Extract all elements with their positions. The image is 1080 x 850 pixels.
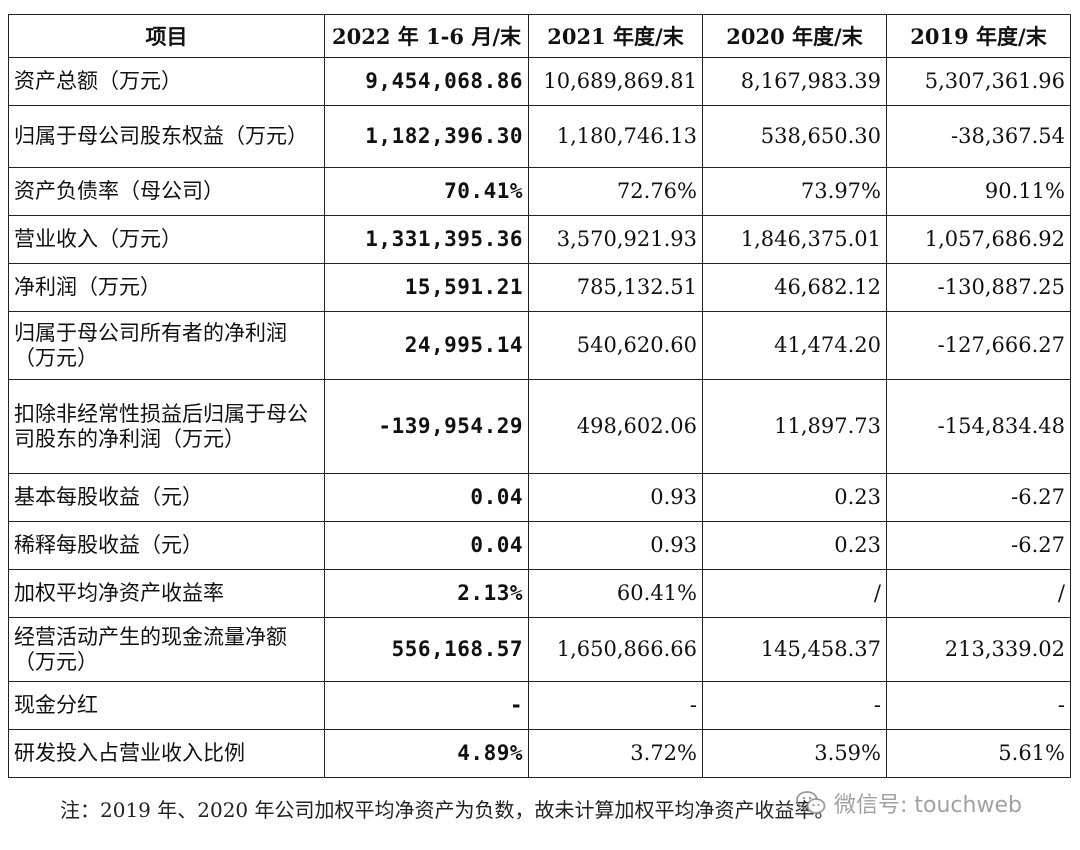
cell-2019: 5.61%: [886, 729, 1071, 778]
table-row: 营业收入（万元） 1,331,395.36 3,570,921.93 1,846…: [8, 215, 1071, 264]
cell-2020: /: [702, 569, 887, 618]
table-row: 归属于母公司股东权益（万元） 1,182,396.30 1,180,746.13…: [8, 105, 1071, 168]
cell-2021: 60.41%: [528, 569, 703, 618]
cell-2022h1: 9,454,068.86: [324, 57, 529, 106]
cell-2019: -38,367.54: [886, 105, 1071, 168]
row-label: 归属于母公司所有者的净利润（万元）: [8, 311, 325, 380]
cell-2019: -: [886, 681, 1071, 730]
table-row: 归属于母公司所有者的净利润（万元） 24,995.14 540,620.60 4…: [8, 311, 1071, 380]
cell-2021: 0.93: [528, 473, 703, 522]
row-label: 归属于母公司股东权益（万元）: [8, 105, 325, 168]
row-label: 扣除非经常性损益后归属于母公司股东的净利润（万元）: [8, 379, 325, 474]
header-2019: 2019 年度/末: [886, 14, 1071, 58]
row-label: 资产总额（万元）: [8, 57, 325, 106]
cell-2019: 5,307,361.96: [886, 57, 1071, 106]
cell-2020: 145,458.37: [702, 617, 887, 682]
header-2020: 2020 年度/末: [702, 14, 887, 58]
cell-2021: 540,620.60: [528, 311, 703, 380]
cell-2019: 1,057,686.92: [886, 215, 1071, 264]
table-row: 资产总额（万元） 9,454,068.86 10,689,869.81 8,16…: [8, 57, 1071, 106]
cell-2021: 0.93: [528, 521, 703, 570]
cell-2020: 3.59%: [702, 729, 887, 778]
cell-2019: -127,666.27: [886, 311, 1071, 380]
cell-2021: 10,689,869.81: [528, 57, 703, 106]
watermark-text: 微信号: touchweb: [834, 793, 1022, 818]
cell-2020: 73.97%: [702, 167, 887, 216]
table-row: 净利润（万元） 15,591.21 785,132.51 46,682.12 -…: [8, 263, 1071, 312]
cell-2022h1: 4.89%: [324, 729, 529, 778]
row-label: 基本每股收益（元）: [8, 473, 325, 522]
table-row: 研发投入占营业收入比例 4.89% 3.72% 3.59% 5.61%: [8, 729, 1071, 778]
cell-2022h1: 0.04: [324, 473, 529, 522]
cell-2020: 41,474.20: [702, 311, 887, 380]
cell-2022h1: 15,591.21: [324, 263, 529, 312]
cell-2022h1: 0.04: [324, 521, 529, 570]
header-row: 项目 2022 年 1-6 月/末 2021 年度/末 2020 年度/末 20…: [8, 14, 1071, 58]
cell-2020: 538,650.30: [702, 105, 887, 168]
header-item: 项目: [8, 14, 325, 58]
table-row: 资产负债率（母公司） 70.41% 72.76% 73.97% 90.11%: [8, 167, 1071, 216]
table-row: 扣除非经常性损益后归属于母公司股东的净利润（万元） -139,954.29 49…: [8, 379, 1071, 474]
cell-2020: 11,897.73: [702, 379, 887, 474]
cell-2022h1: 2.13%: [324, 569, 529, 618]
cell-2020: 0.23: [702, 521, 887, 570]
row-label: 经营活动产生的现金流量净额（万元）: [8, 617, 325, 682]
cell-2019: -6.27: [886, 521, 1071, 570]
header-2021: 2021 年度/末: [528, 14, 703, 58]
cell-2019: /: [886, 569, 1071, 618]
cell-2020: 46,682.12: [702, 263, 887, 312]
cell-2021: 1,180,746.13: [528, 105, 703, 168]
row-label: 研发投入占营业收入比例: [8, 729, 325, 778]
cell-2022h1: 556,168.57: [324, 617, 529, 682]
row-label: 资产负债率（母公司）: [8, 167, 325, 216]
cell-2022h1: 1,182,396.30: [324, 105, 529, 168]
cell-2020: 0.23: [702, 473, 887, 522]
table-row: 经营活动产生的现金流量净额（万元） 556,168.57 1,650,866.6…: [8, 617, 1071, 682]
header-2022h1: 2022 年 1-6 月/末: [324, 14, 529, 58]
cell-2021: 72.76%: [528, 167, 703, 216]
cell-2021: 1,650,866.66: [528, 617, 703, 682]
row-label: 加权平均净资产收益率: [8, 569, 325, 618]
row-label: 现金分红: [8, 681, 325, 730]
cell-2019: 90.11%: [886, 167, 1071, 216]
cell-2021: -: [528, 681, 703, 730]
cell-2019: -6.27: [886, 473, 1071, 522]
cell-2021: 3.72%: [528, 729, 703, 778]
cell-2022h1: 70.41%: [324, 167, 529, 216]
cell-2022h1: 1,331,395.36: [324, 215, 529, 264]
row-label: 营业收入（万元）: [8, 215, 325, 264]
cell-2020: 8,167,983.39: [702, 57, 887, 106]
table-row: 加权平均净资产收益率 2.13% 60.41% / /: [8, 569, 1071, 618]
wechat-icon: [796, 791, 826, 814]
cell-2019: 213,339.02: [886, 617, 1071, 682]
financial-table: 项目 2022 年 1-6 月/末 2021 年度/末 2020 年度/末 20…: [8, 14, 1071, 778]
cell-2020: -: [702, 681, 887, 730]
cell-2021: 3,570,921.93: [528, 215, 703, 264]
row-label: 稀释每股收益（元）: [8, 521, 325, 570]
table-row: 稀释每股收益（元） 0.04 0.93 0.23 -6.27: [8, 521, 1071, 570]
table-row: 基本每股收益（元） 0.04 0.93 0.23 -6.27: [8, 473, 1071, 522]
footnote: 注：2019 年、2020 年公司加权平均净资产为负数，故未计算加权平均净资产收…: [60, 798, 835, 822]
table-row: 现金分红 - - - -: [8, 681, 1071, 730]
cell-2019: -130,887.25: [886, 263, 1071, 312]
cell-2021: 785,132.51: [528, 263, 703, 312]
cell-2022h1: -139,954.29: [324, 379, 529, 474]
cell-2020: 1,846,375.01: [702, 215, 887, 264]
cell-2021: 498,602.06: [528, 379, 703, 474]
cell-2022h1: -: [324, 681, 529, 730]
row-label: 净利润（万元）: [8, 263, 325, 312]
cell-2022h1: 24,995.14: [324, 311, 529, 380]
watermark: 微信号: touchweb: [796, 787, 1022, 819]
cell-2019: -154,834.48: [886, 379, 1071, 474]
